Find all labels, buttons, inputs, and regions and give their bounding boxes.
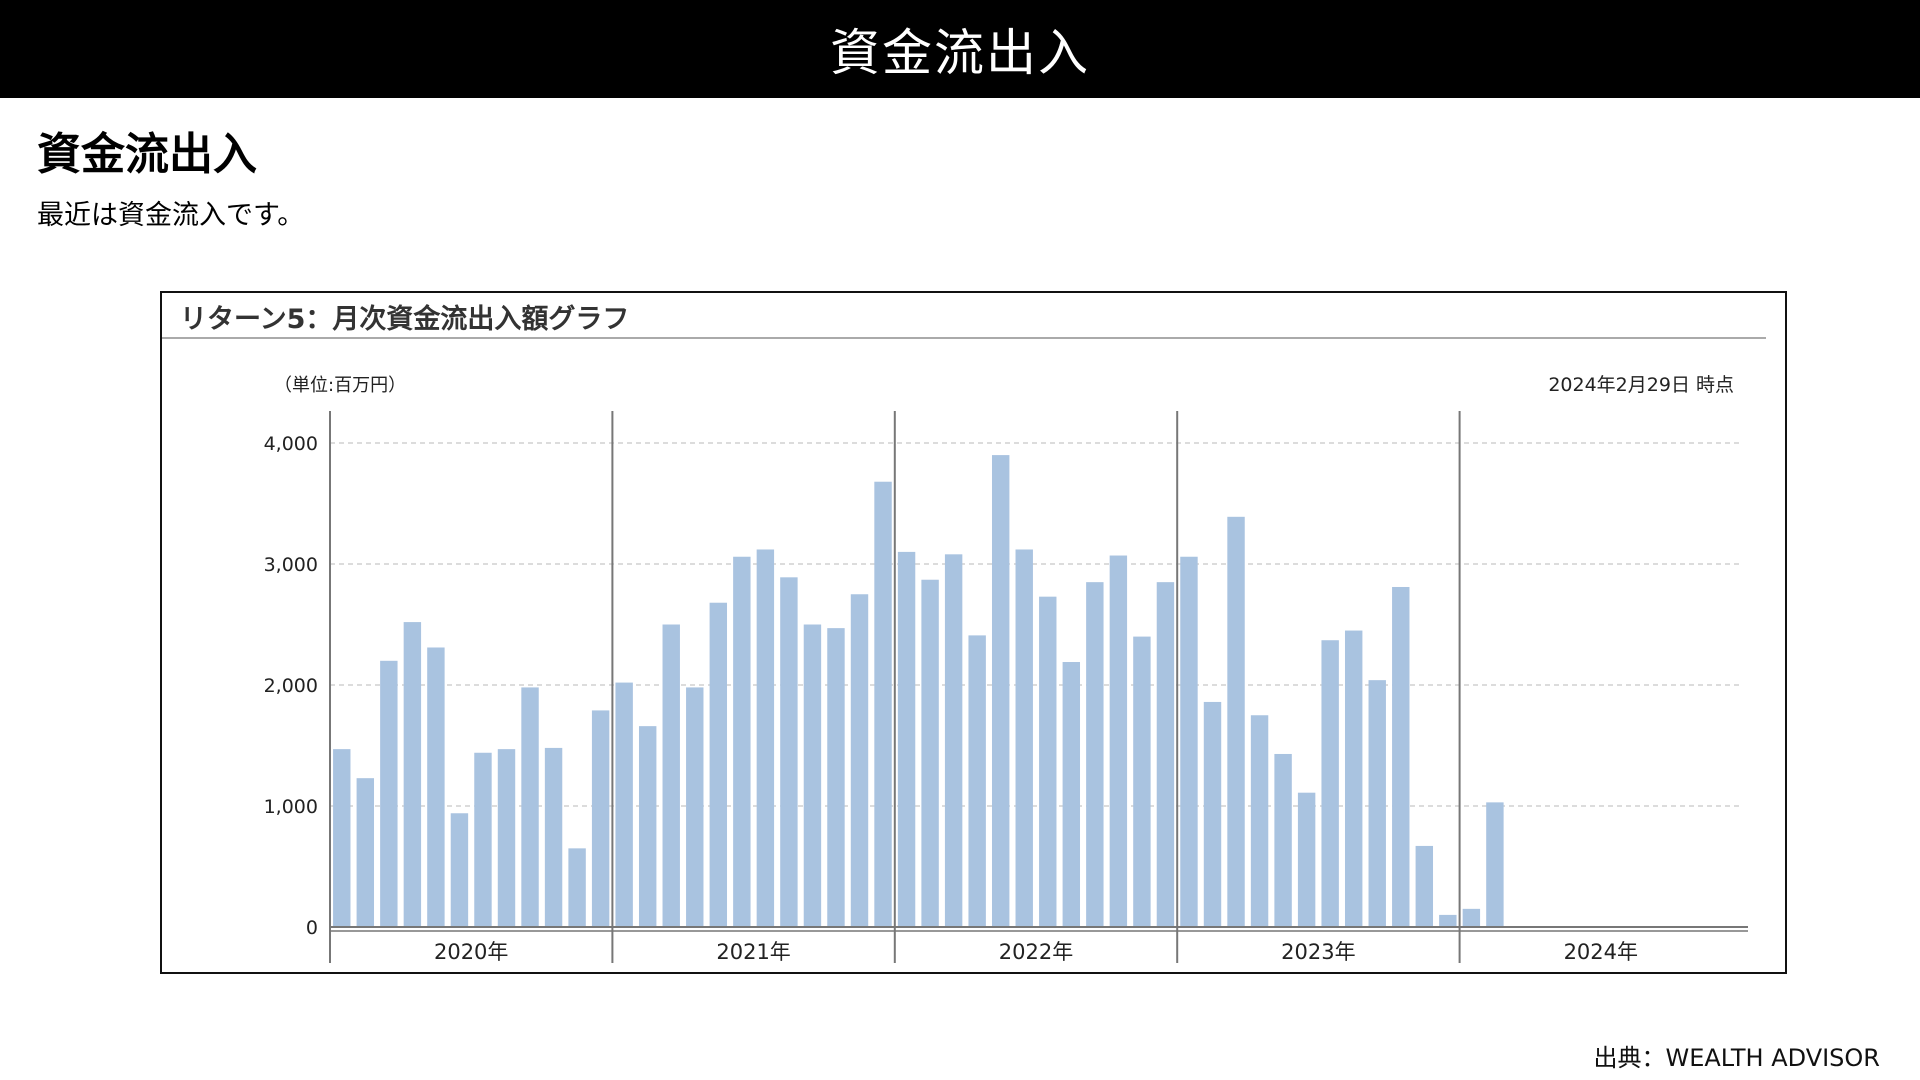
section-heading: 資金流出入 [37, 129, 257, 180]
bar [356, 778, 375, 927]
y-tick-label: 3,000 [264, 554, 318, 576]
bar [733, 556, 751, 927]
bar [1039, 596, 1057, 927]
unit-label: （単位:百万円） [274, 375, 406, 396]
bar [1086, 582, 1104, 927]
bar [874, 481, 892, 927]
bar [568, 848, 586, 927]
bar [497, 749, 516, 927]
section-description: 最近は資金流入です。 [37, 200, 305, 231]
top-title: 資金流出入 [830, 24, 1090, 82]
chart-frame: リターン5：月次資金流出入額グラフ （単位:百万円） 2024年2月29日 時点… [160, 291, 1787, 974]
bar [1392, 586, 1410, 927]
monthly-flow-chart: （単位:百万円） 2024年2月29日 時点 0 1,000 2,000 3,000 4… [264, 374, 1748, 964]
bar [850, 594, 869, 927]
bar [1321, 640, 1339, 927]
bar [991, 455, 1010, 927]
bar [591, 710, 610, 927]
year-label: 2021年 [716, 940, 790, 964]
bar [450, 813, 469, 927]
bar [1133, 636, 1151, 927]
bar [1415, 845, 1434, 927]
bar [1015, 549, 1033, 927]
bar [1368, 680, 1386, 927]
bar [709, 602, 728, 927]
year-label: 2024年 [1564, 940, 1638, 964]
source-note: 出典：WEALTH ADVISOR [1593, 1044, 1881, 1072]
y-tick-label: 2,000 [264, 675, 318, 697]
y-tick-label: 0 [306, 917, 318, 939]
bar [333, 749, 351, 927]
bar [921, 579, 939, 927]
bar [1297, 792, 1316, 927]
top-title-bar: 資金流出入 [0, 0, 1920, 98]
bar [1274, 753, 1292, 927]
bar-layer [333, 455, 1504, 927]
bar [380, 660, 398, 927]
bar [638, 726, 657, 927]
year-label: 2022年 [999, 940, 1073, 964]
grid-layer [330, 442, 1742, 807]
chart-title-divider [162, 337, 1766, 339]
bar [1344, 630, 1363, 927]
bar [968, 635, 986, 927]
year-label: 2023年 [1281, 940, 1355, 964]
bar [1203, 701, 1222, 927]
bar [1156, 582, 1175, 927]
bar [615, 682, 633, 927]
bar [780, 577, 798, 927]
bar [1227, 516, 1245, 927]
bar [803, 624, 822, 927]
bar [897, 551, 916, 927]
as-of-label: 2024年2月29日 時点 [1548, 374, 1734, 396]
bar [474, 752, 492, 927]
bar [662, 624, 680, 927]
bar [1250, 715, 1269, 927]
bar [756, 549, 775, 927]
bar [521, 687, 539, 927]
bar [1486, 802, 1504, 927]
bar [944, 554, 963, 927]
y-tick-label: 1,000 [264, 796, 318, 818]
bar [1439, 914, 1457, 927]
bar [403, 622, 422, 927]
bar [544, 747, 563, 927]
bar [1462, 908, 1481, 927]
chart-title: リターン5：月次資金流出入額グラフ [180, 304, 630, 335]
bar [686, 687, 704, 927]
bar [1062, 662, 1081, 927]
bar [427, 647, 445, 927]
bar [827, 628, 845, 927]
year-label: 2020年 [434, 940, 508, 964]
y-tick-label: 4,000 [264, 433, 318, 455]
axis-layer: 0 1,000 2,000 3,000 4,000 2020年 2021年 2022年 2023… [264, 411, 1748, 964]
bar [1180, 556, 1198, 927]
bar [1109, 555, 1128, 927]
